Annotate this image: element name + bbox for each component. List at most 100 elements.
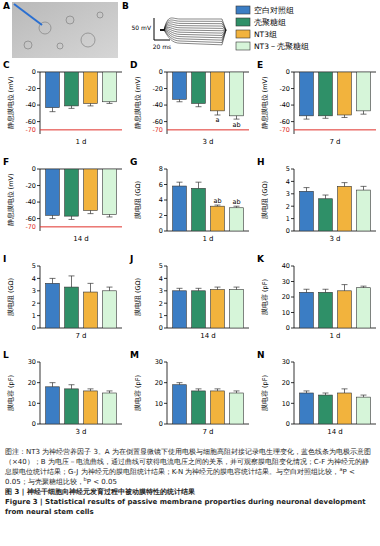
tick <box>291 231 294 232</box>
error-stem <box>363 186 364 190</box>
cell <box>24 41 32 49</box>
cell <box>57 43 63 49</box>
error-cap <box>50 278 56 279</box>
tick <box>164 169 167 170</box>
tick <box>291 297 294 298</box>
tick-label: 2 <box>159 212 163 220</box>
error-cap <box>215 388 221 389</box>
error-bar <box>88 103 94 105</box>
panel: G膜电阻 (GΩ)02468abab1 d <box>130 157 249 243</box>
error-stem <box>363 111 364 114</box>
error-stem <box>71 276 72 287</box>
tick <box>164 121 167 122</box>
tick <box>37 362 40 363</box>
tick <box>37 266 40 267</box>
tick <box>291 266 294 267</box>
tick-label: -60 <box>25 118 36 126</box>
error-stem <box>179 288 180 290</box>
error-cap <box>342 117 348 118</box>
error-stem <box>179 99 180 101</box>
tick-label: 10 <box>282 309 290 317</box>
tick-label: 1 <box>159 312 163 320</box>
bar <box>357 397 371 424</box>
panel: C静息膜电位 (mV)0-20-40-60-701 d <box>3 60 122 146</box>
bar <box>46 387 60 424</box>
error-cap <box>342 182 348 183</box>
bar <box>84 72 98 103</box>
error-bar <box>215 205 221 206</box>
error-bar <box>323 289 329 292</box>
bar <box>46 72 60 108</box>
error-cap <box>196 182 202 183</box>
scale-bar <box>154 18 155 40</box>
tick <box>37 315 40 316</box>
tick-label: 1 <box>32 312 36 320</box>
bar <box>192 72 206 103</box>
tick <box>164 72 167 73</box>
error-bar <box>196 103 202 106</box>
error-bar <box>323 393 329 395</box>
tick <box>164 382 167 383</box>
tick-label: 30 <box>28 358 36 366</box>
marks <box>300 183 371 231</box>
marks <box>46 383 117 424</box>
tick <box>164 424 167 425</box>
error-bar <box>234 116 240 119</box>
error-stem <box>52 383 53 387</box>
error-stem <box>52 215 53 218</box>
bar <box>338 393 352 424</box>
tick <box>164 290 167 291</box>
bar <box>84 292 98 328</box>
error-bar <box>215 111 221 115</box>
bar <box>173 291 187 328</box>
tick-label: 2 <box>286 203 290 211</box>
caption-sup: b <box>84 476 87 482</box>
marks <box>40 169 122 227</box>
error-bar <box>361 395 367 397</box>
tick <box>37 72 40 73</box>
y-axis <box>294 169 295 231</box>
tick <box>291 362 294 363</box>
tick-label: 2 <box>159 300 163 308</box>
bar <box>192 291 206 328</box>
tick <box>37 290 40 291</box>
x-label: 1 d <box>329 332 340 340</box>
tick-label: 4 <box>159 196 163 204</box>
error-bar <box>50 383 56 387</box>
tick-label: 40 <box>282 262 290 270</box>
figure-title: Figure 3 | Statistical results of passiv… <box>5 497 375 517</box>
x-label: 1 d <box>202 235 213 243</box>
error-bar <box>361 111 367 114</box>
bar <box>173 186 187 231</box>
error-cap <box>234 287 240 288</box>
tick-label: -40 <box>279 101 290 109</box>
tick-label: 0 <box>286 227 290 235</box>
error-stem <box>90 103 91 105</box>
tick <box>164 328 167 329</box>
tick <box>37 121 40 122</box>
error-stem <box>344 183 345 187</box>
tick-label: -40 <box>152 101 163 109</box>
y-axis <box>40 362 41 424</box>
error-cap <box>69 275 75 276</box>
error-stem <box>90 210 91 213</box>
error-cap <box>342 388 348 389</box>
error-cap <box>88 105 94 106</box>
x-label: 7 d <box>75 332 86 340</box>
error-bar <box>107 214 113 216</box>
error-cap <box>323 195 329 196</box>
tick-label: 30 <box>282 358 290 366</box>
legend-swatch <box>236 42 250 50</box>
error-stem <box>198 103 199 106</box>
error-bar <box>215 389 221 391</box>
error-stem <box>109 214 110 216</box>
y-axis <box>294 362 295 424</box>
bar <box>103 393 117 424</box>
y-axis <box>167 72 168 134</box>
error-bar <box>88 389 94 391</box>
tick-label: 0 <box>159 324 163 332</box>
trace <box>160 29 226 33</box>
bar <box>300 191 314 231</box>
error-bar <box>342 183 348 187</box>
tick <box>291 193 294 194</box>
